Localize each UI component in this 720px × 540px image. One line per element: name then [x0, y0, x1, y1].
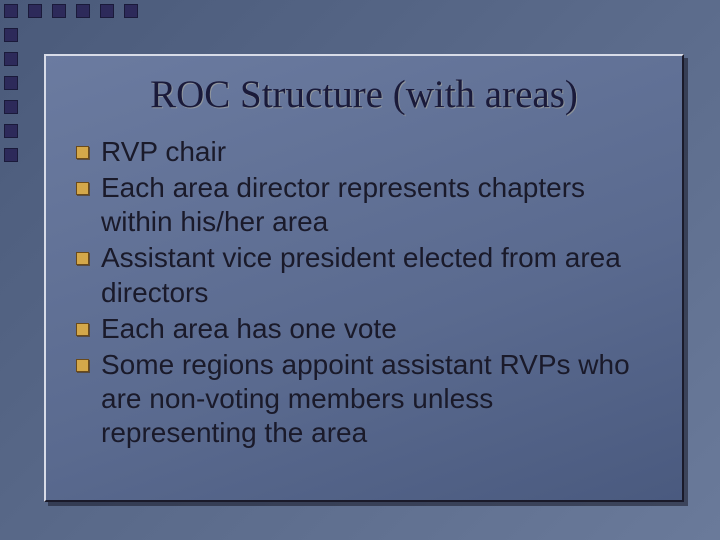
border-square-icon — [28, 4, 42, 18]
border-square-icon — [4, 148, 18, 162]
bullet-text: Some regions appoint assistant RVPs who … — [101, 348, 656, 450]
bullet-text: Assistant vice president elected from ar… — [101, 241, 656, 309]
border-square-icon — [4, 52, 18, 66]
square-bullet-icon — [76, 182, 89, 195]
list-item: RVP chair — [76, 135, 656, 169]
list-item: Some regions appoint assistant RVPs who … — [76, 348, 656, 450]
bullet-text: Each area has one vote — [101, 312, 656, 346]
list-item: Each area has one vote — [76, 312, 656, 346]
list-item: Assistant vice president elected from ar… — [76, 241, 656, 309]
border-square-icon — [4, 28, 18, 42]
bullet-list: RVP chair Each area director represents … — [72, 135, 656, 450]
border-square-icon — [76, 4, 90, 18]
square-bullet-icon — [76, 146, 89, 159]
bullet-text: Each area director represents chapters w… — [101, 171, 656, 239]
border-top-squares — [4, 4, 138, 18]
border-square-icon — [4, 4, 18, 18]
border-square-icon — [4, 124, 18, 138]
square-bullet-icon — [76, 252, 89, 265]
bullet-text: RVP chair — [101, 135, 656, 169]
border-square-icon — [4, 100, 18, 114]
border-left-squares — [4, 4, 18, 162]
square-bullet-icon — [76, 359, 89, 372]
border-square-icon — [52, 4, 66, 18]
border-square-icon — [4, 76, 18, 90]
slide-content-box: ROC Structure (with areas) RVP chair Eac… — [44, 54, 684, 502]
border-square-icon — [100, 4, 114, 18]
square-bullet-icon — [76, 323, 89, 336]
slide-title: ROC Structure (with areas) — [72, 72, 656, 117]
border-square-icon — [124, 4, 138, 18]
list-item: Each area director represents chapters w… — [76, 171, 656, 239]
